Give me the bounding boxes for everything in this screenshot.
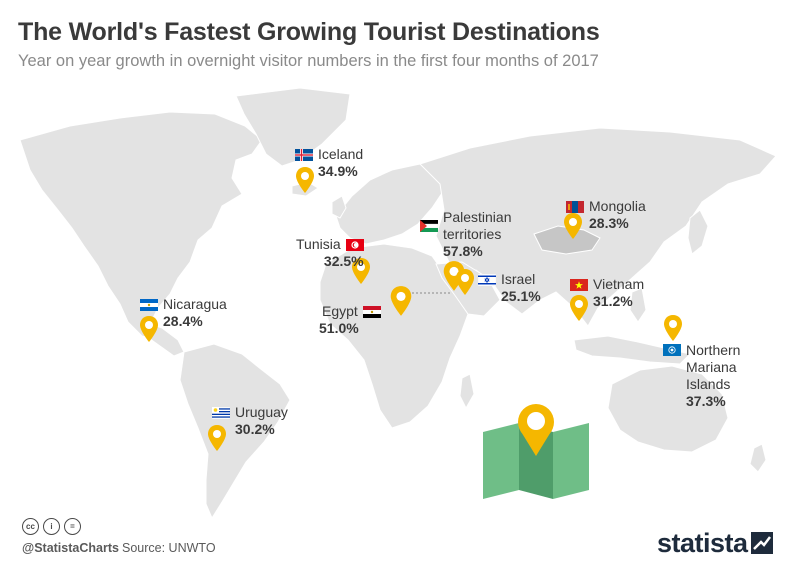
destination-name: Israel (501, 271, 536, 287)
new-zealand-landmass (749, 443, 767, 473)
egypt-flag-icon (362, 305, 381, 318)
map-pin-icon (140, 316, 158, 342)
by-icon[interactable]: i (43, 518, 60, 535)
africa-landmass (319, 243, 469, 429)
destination-value: 34.9% (318, 163, 358, 179)
map-pin-icon (664, 315, 682, 341)
source-note: Source: UNWTO (122, 541, 216, 555)
map-pin-icon (564, 213, 582, 239)
destination-name: Northern Mariana Islands (686, 342, 741, 392)
footer: cc i = @StatistaCharts Source: UNWTO sta… (0, 514, 792, 564)
destination-name: Iceland (318, 146, 364, 162)
iceland-flag-icon (295, 148, 313, 161)
uruguay-flag-icon (212, 406, 230, 419)
uk-landmass (331, 195, 347, 219)
destination-value: 37.3% (686, 393, 726, 409)
destination-value: 30.2% (235, 421, 275, 437)
destination-name: Tunisia (296, 236, 341, 252)
destination-label-tunisia: Tunisia 32.5% (296, 236, 364, 270)
destination-value: 25.1% (501, 288, 541, 304)
destination-label-iceland: Iceland 34.9% (295, 146, 363, 180)
destination-name: Nicaragua (163, 296, 227, 312)
israel-flag-icon (478, 273, 496, 286)
madagascar-landmass (459, 373, 475, 410)
chart-title: The World's Fastest Growing Tourist Dest… (18, 18, 600, 46)
license-icons: cc i = (22, 518, 81, 535)
destination-label-nicaragua: Nicaragua 28.4% (140, 296, 227, 330)
destination-value: 28.3% (589, 215, 629, 231)
chart-subtitle: Year on year growth in overnight visitor… (18, 52, 599, 70)
indonesia-landmass (573, 335, 691, 365)
australia-landmass (607, 365, 729, 453)
philippines-landmass (629, 287, 647, 323)
destination-name: Mongolia (589, 198, 646, 214)
destination-name: Palestinian territories (443, 209, 512, 242)
northern-mariana-flag-icon (663, 344, 681, 356)
destination-label-egypt: Egypt 51.0% (319, 303, 381, 337)
destination-label-palestinian-territories: Palestinian territories 57.8% (420, 209, 538, 260)
japan-landmass (687, 209, 709, 255)
south-america-landmass (179, 343, 291, 520)
nicaragua-flag-icon (140, 298, 158, 311)
destination-value: 31.2% (593, 293, 633, 309)
mongolia-flag-icon (566, 200, 584, 213)
destination-label-mongolia: Mongolia 28.3% (566, 198, 646, 232)
cc-icon[interactable]: cc (22, 518, 39, 535)
statista-logo-icon (751, 532, 773, 554)
twitter-handle[interactable]: @StatistaCharts (22, 541, 119, 555)
destination-value: 57.8% (443, 243, 483, 259)
destination-value: 28.4% (163, 313, 203, 329)
map-pin-icon (352, 258, 370, 284)
destination-label-vietnam: Vietnam 31.2% (570, 276, 644, 310)
map-pin-icon (456, 269, 474, 295)
destination-name: Uruguay (235, 404, 288, 420)
destination-label-israel: Israel 25.1% (478, 271, 541, 305)
tunisia-flag-icon (345, 238, 364, 251)
mongolia-highlight (533, 225, 601, 255)
north-america-landmass (19, 111, 263, 341)
destination-name: Egypt (322, 303, 358, 319)
destination-value: 51.0% (319, 320, 359, 336)
map-pin-icon (390, 286, 412, 316)
destination-label-northern-mariana-islands: Northern Mariana Islands 37.3% (663, 342, 766, 410)
palestine-flag-icon (420, 220, 438, 232)
world-map (19, 87, 777, 520)
map-pin-icon (208, 425, 226, 451)
nd-icon[interactable]: = (64, 518, 81, 535)
destination-label-uruguay: Uruguay 30.2% (212, 404, 288, 438)
destination-value: 32.5% (323, 253, 364, 269)
vietnam-flag-icon (570, 278, 588, 291)
statista-logo[interactable]: statista (657, 528, 748, 558)
map-pin-icon (570, 295, 588, 321)
folded-map-illustration (483, 404, 589, 499)
destination-name: Vietnam (593, 276, 645, 292)
map-pin-icon (296, 167, 314, 193)
